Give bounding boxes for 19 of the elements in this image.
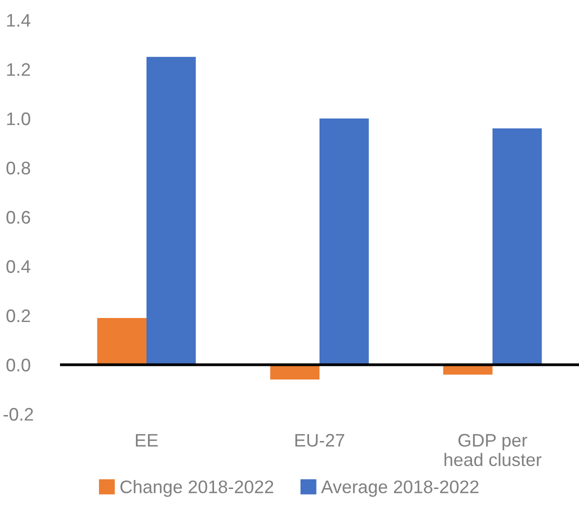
y-tick-label: 0.4 (6, 260, 30, 273)
y-tick-label: 0.8 (6, 162, 30, 174)
y-tick-label: -0.2 (4, 408, 33, 421)
x-tick-label: EE (136, 434, 158, 447)
y-tick-label: 0.2 (6, 309, 30, 322)
y-tick-label: 1.4 (7, 14, 30, 27)
bar (270, 364, 320, 380)
legend-label: Average 2018-2022 (321, 480, 478, 497)
bar (97, 318, 146, 365)
y-tick-label: 0.0 (6, 358, 30, 372)
x-tick-label: GDP per head cluster (444, 434, 542, 466)
y-tick-label: 1.2 (7, 63, 30, 76)
bar (146, 56, 196, 365)
x-tick-label: EU-27 (295, 434, 344, 447)
y-tick-label: 0.6 (6, 210, 30, 224)
bar (492, 128, 542, 365)
bar (320, 118, 369, 365)
y-tick-label: 1.0 (7, 112, 30, 126)
legend-label: Change 2018-2022 (120, 480, 274, 497)
